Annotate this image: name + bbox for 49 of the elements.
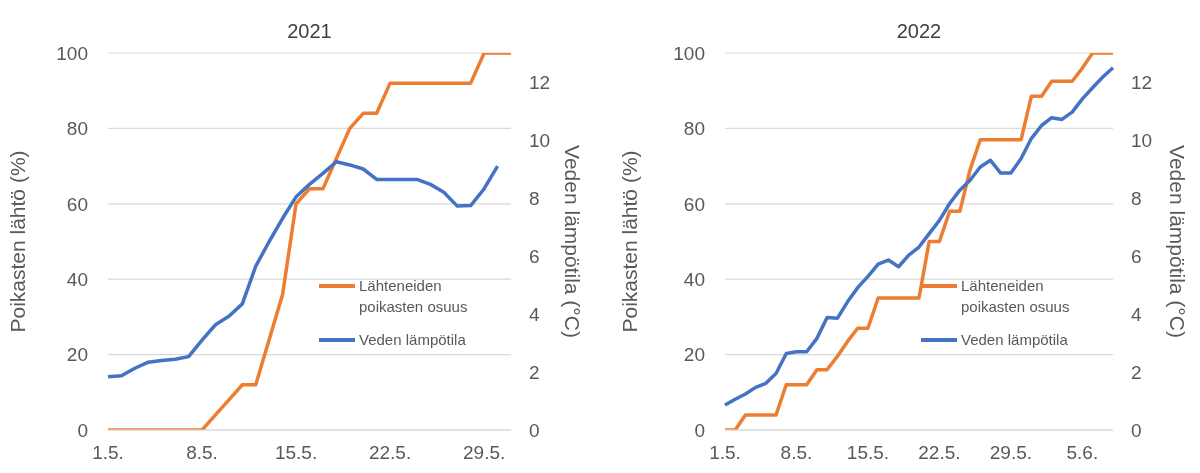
legend-label: Veden lämpötila <box>961 330 1068 350</box>
y-axis-title: Poikasten lähtö (%) <box>6 150 30 333</box>
x-tick-label: 8.5. <box>780 442 813 464</box>
y-tick-label: 100 <box>56 42 88 64</box>
y2-tick-label: 12 <box>529 71 551 93</box>
y2-tick-label: 4 <box>1131 303 1142 325</box>
y-tick-label: 60 <box>683 193 705 215</box>
x-tick-label: 8.5. <box>186 442 218 464</box>
y-tick-label: 40 <box>66 268 88 290</box>
y2-tick-label: 10 <box>1131 129 1153 151</box>
y2-tick-label: 10 <box>529 129 551 151</box>
chart-title: 2021 <box>286 20 333 43</box>
line-series <box>106 53 513 430</box>
y-tick-label: 80 <box>66 118 88 140</box>
y2-tick-label: 12 <box>1131 71 1153 93</box>
chart-title: 2022 <box>895 20 943 43</box>
y2-tick-label: 2 <box>529 361 540 383</box>
y2-tick-label: 8 <box>1131 187 1142 209</box>
legend-label: Lähteneiden poikasten osuus <box>359 276 469 317</box>
y-tick-label: 0 <box>77 419 88 441</box>
x-tick-label: 29.5. <box>463 442 506 464</box>
y-tick-label: 80 <box>683 118 705 140</box>
x-tick-label: 29.5. <box>989 442 1033 464</box>
y2-axis-title: Veden lämpötila (°C) <box>560 145 584 338</box>
y2-tick-label: 6 <box>529 245 540 267</box>
y2-tick-label: 4 <box>529 303 540 325</box>
y-tick-label: 40 <box>683 268 705 290</box>
x-tick-label: 1.5. <box>709 442 741 464</box>
y-tick-label: 20 <box>66 344 88 366</box>
y2-tick-label: 0 <box>1131 419 1142 441</box>
y2-tick-label: 2 <box>1131 361 1142 383</box>
x-tick-label: 22.5. <box>918 442 961 464</box>
x-tick-label: 5.6. <box>1066 442 1099 464</box>
y2-tick-label: 8 <box>529 187 540 209</box>
x-tick-label: 22.5. <box>368 442 412 464</box>
y2-tick-label: 6 <box>1131 245 1142 267</box>
legend-label: Lähteneiden poikasten osuus <box>961 276 1071 317</box>
x-tick-label: 1.5. <box>92 442 124 464</box>
line-series <box>106 160 500 379</box>
legend-label: Veden lämpötila <box>359 330 466 350</box>
y2-axis-title: Veden lämpötila (°C) <box>1165 145 1189 338</box>
x-tick-label: 15.5. <box>274 442 318 464</box>
y-tick-label: 0 <box>694 419 705 441</box>
y-axis-title: Poikasten lähtö (%) <box>618 150 642 333</box>
y-tick-label: 100 <box>673 42 705 64</box>
y2-tick-label: 0 <box>529 419 540 441</box>
y-tick-label: 60 <box>66 193 88 215</box>
y-tick-label: 20 <box>683 344 705 366</box>
x-tick-label: 15.5. <box>846 442 890 464</box>
